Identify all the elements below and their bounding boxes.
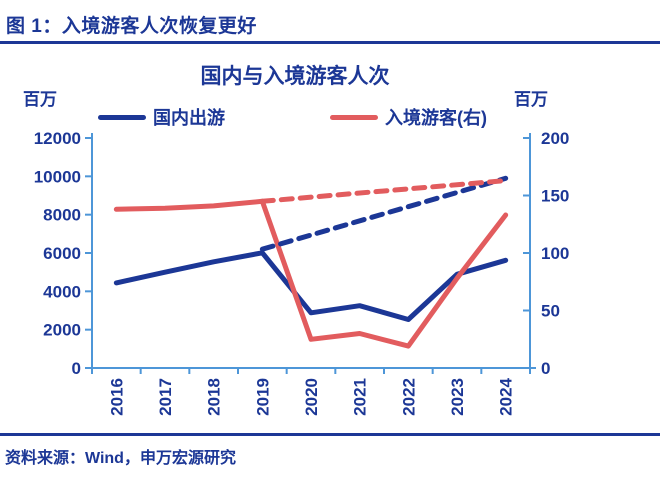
series-domestic-actual bbox=[113, 250, 509, 322]
series-domestic-trend bbox=[259, 175, 509, 252]
legend-item-domestic: 国内出游 bbox=[98, 104, 225, 130]
x-axis-category-label: 2017 bbox=[156, 378, 175, 416]
x-axis-category-label: 2021 bbox=[351, 378, 370, 416]
legend-swatch-inbound-line bbox=[330, 114, 378, 120]
chart-title: 国内与入境游客人次 bbox=[200, 65, 390, 88]
left-axis-tick-label: 0 bbox=[72, 359, 81, 378]
x-axis-category-label: 2023 bbox=[448, 378, 467, 416]
x-axis-category-label: 2024 bbox=[497, 377, 516, 415]
series-inbound-trend bbox=[259, 178, 509, 204]
x-axis-category-label: 2022 bbox=[399, 378, 418, 416]
right-axis-tick-label: 150 bbox=[541, 187, 569, 206]
legend-swatch-domestic-line bbox=[98, 114, 146, 120]
left-axis-tick-label: 10000 bbox=[34, 167, 81, 186]
right-axis-tick-label: 50 bbox=[541, 302, 560, 321]
x-axis-category-label: 2020 bbox=[302, 378, 321, 416]
x-axis-category-label: 2018 bbox=[205, 378, 224, 416]
x-axis-category-label: 2016 bbox=[107, 378, 126, 416]
bottom-rule bbox=[0, 433, 660, 436]
legend-label-inbound: 入境游客(右) bbox=[385, 108, 487, 128]
figure-title: 图 1：入境游客人次恢复更好 bbox=[6, 16, 257, 37]
left-axis-tick-label: 12000 bbox=[34, 129, 81, 148]
right-axis-unit: 百万 bbox=[514, 90, 548, 109]
right-axis-tick-label: 200 bbox=[541, 129, 569, 148]
series-inbound-actual bbox=[113, 198, 509, 349]
left-axis-tick-label: 6000 bbox=[43, 244, 81, 263]
title-underline bbox=[0, 41, 660, 44]
legend: 国内出游 入境游客(右) bbox=[0, 104, 660, 130]
left-axis-tick-label: 8000 bbox=[43, 206, 81, 225]
left-axis-tick-label: 4000 bbox=[43, 282, 81, 301]
source-note: 资料来源：Wind，申万宏源研究 bbox=[5, 450, 236, 467]
x-axis-category-label: 2019 bbox=[253, 378, 272, 416]
left-axis-unit: 百万 bbox=[23, 90, 57, 109]
legend-item-inbound: 入境游客(右) bbox=[330, 104, 487, 130]
right-axis-tick-label: 0 bbox=[541, 359, 550, 378]
right-axis-tick-label: 100 bbox=[541, 244, 569, 263]
legend-label-domestic: 国内出游 bbox=[153, 108, 225, 128]
left-axis-tick-label: 2000 bbox=[43, 321, 81, 340]
